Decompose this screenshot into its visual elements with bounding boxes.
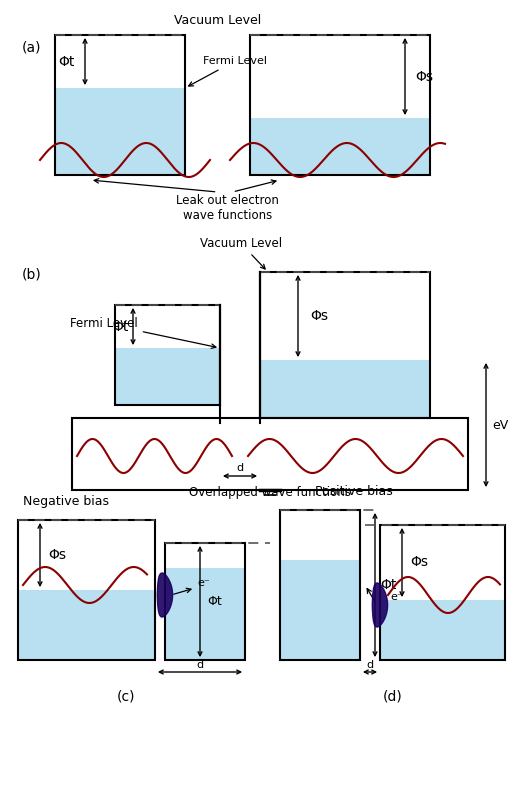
Bar	[55, 88, 185, 175]
Bar	[380, 525, 505, 660]
Text: Φs: Φs	[410, 555, 428, 570]
Bar	[72, 418, 468, 490]
Text: Φt: Φt	[207, 595, 222, 608]
Bar	[55, 35, 185, 175]
Text: Φs: Φs	[310, 309, 328, 323]
Text: Φt: Φt	[113, 320, 129, 334]
Polygon shape	[157, 573, 173, 617]
Text: Fermi Level: Fermi Level	[189, 56, 267, 86]
Bar	[18, 590, 155, 660]
Bar	[280, 560, 360, 660]
Bar	[280, 510, 360, 660]
Bar	[250, 118, 430, 175]
Text: d: d	[237, 463, 243, 473]
Bar	[165, 568, 245, 660]
Polygon shape	[372, 583, 387, 627]
Text: Φs: Φs	[48, 548, 66, 562]
Text: Vacuum Level: Vacuum Level	[174, 14, 261, 27]
Text: Overlapped wave functions: Overlapped wave functions	[189, 486, 351, 499]
Text: eV: eV	[492, 418, 508, 432]
Bar	[115, 348, 220, 405]
Text: d: d	[367, 660, 373, 670]
Bar	[250, 35, 430, 175]
Text: Vacuum Level: Vacuum Level	[200, 237, 282, 269]
Text: e⁻: e⁻	[197, 578, 210, 588]
Text: Fermi Level: Fermi Level	[70, 317, 216, 349]
Text: Positive bias: Positive bias	[315, 485, 393, 498]
Text: (d): (d)	[383, 690, 402, 704]
Bar	[220, 267, 260, 423]
Text: Φt: Φt	[59, 54, 75, 69]
Bar	[165, 543, 245, 660]
Bar	[18, 520, 155, 660]
Text: (b): (b)	[22, 267, 42, 281]
Text: d: d	[197, 660, 203, 670]
Bar	[220, 423, 260, 487]
Text: Leak out electron
wave functions: Leak out electron wave functions	[176, 194, 279, 222]
Bar	[380, 600, 505, 660]
Bar	[260, 272, 430, 418]
Bar	[115, 305, 220, 405]
Text: Negative bias: Negative bias	[23, 495, 109, 508]
Text: Φs: Φs	[415, 69, 433, 84]
Bar	[260, 360, 430, 418]
Text: (a): (a)	[22, 40, 42, 54]
Text: Φt: Φt	[380, 578, 396, 592]
Text: e⁻: e⁻	[390, 592, 403, 602]
Text: (c): (c)	[117, 690, 136, 704]
